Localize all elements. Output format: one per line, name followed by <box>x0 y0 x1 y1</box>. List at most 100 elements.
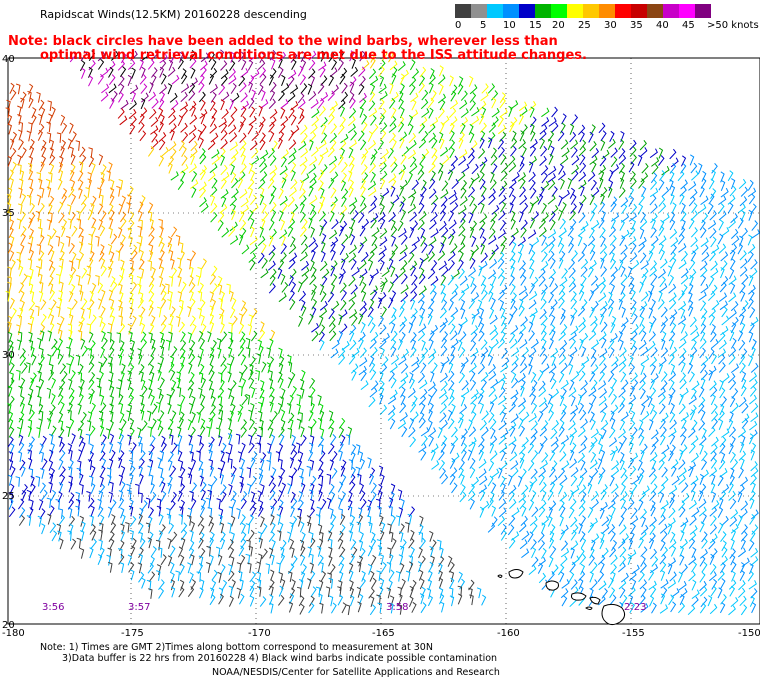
wind-barb <box>580 185 585 197</box>
wind-barb <box>67 409 72 421</box>
wind-barb <box>491 468 500 479</box>
wind-barb <box>718 418 724 430</box>
wind-barb <box>688 195 696 207</box>
wind-barb <box>140 97 146 110</box>
wind-barb <box>481 500 490 511</box>
wind-barb <box>389 132 396 144</box>
wind-barb <box>310 75 316 87</box>
wind-barb <box>427 409 433 421</box>
wind-barb <box>288 475 294 487</box>
wind-barb <box>309 172 317 184</box>
wind-barb <box>407 513 412 525</box>
wind-barb <box>27 258 33 270</box>
wind-barb <box>557 170 566 181</box>
wind-barb <box>370 538 377 550</box>
wind-barb <box>9 372 14 383</box>
wind-barb <box>349 203 357 215</box>
wind-barb <box>128 505 134 517</box>
wind-barb <box>46 219 52 230</box>
wind-barb <box>491 107 500 118</box>
wind-barb <box>480 185 487 197</box>
wind-barb <box>259 226 264 238</box>
wind-barb <box>441 473 449 485</box>
wind-barb <box>8 339 14 351</box>
wind-barb <box>640 346 649 357</box>
wind-barb <box>541 251 548 263</box>
wind-barb <box>238 51 245 63</box>
wind-barb <box>498 186 506 197</box>
wind-barb <box>189 315 196 327</box>
wind-barb <box>311 116 320 127</box>
wind-barb <box>619 219 625 231</box>
wind-barb <box>700 227 707 239</box>
wind-barb <box>601 149 610 160</box>
wind-barb <box>390 339 397 350</box>
wind-barb <box>108 203 114 215</box>
wind-barb <box>668 497 675 509</box>
wind-barb <box>311 249 316 261</box>
wind-barb <box>188 353 196 365</box>
wind-barb <box>457 412 465 424</box>
wind-barb <box>227 346 233 358</box>
wind-barb <box>337 124 345 135</box>
wind-barb <box>139 473 144 485</box>
wind-barb <box>578 212 586 224</box>
wind-barb <box>589 571 594 583</box>
wind-barb <box>328 322 336 334</box>
wind-barb <box>217 571 222 583</box>
wind-barb <box>508 275 516 286</box>
wind-barb <box>500 450 506 462</box>
wind-barb <box>56 322 62 334</box>
wind-barb <box>118 315 123 327</box>
wind-barb <box>56 523 62 535</box>
wind-barb <box>351 210 359 221</box>
wind-barb <box>278 188 284 200</box>
wind-barb <box>611 377 618 389</box>
wind-barb <box>639 315 645 327</box>
wind-barb <box>359 577 366 589</box>
wind-barb <box>468 186 476 198</box>
wind-barb <box>136 276 142 287</box>
wind-barb <box>630 306 637 318</box>
wind-barb <box>260 321 265 333</box>
wind-barb <box>579 154 586 166</box>
wind-barb <box>31 354 37 366</box>
wind-barb <box>275 451 281 462</box>
wind-barb <box>478 171 485 183</box>
wind-barb <box>310 586 317 598</box>
wind-barb <box>90 465 96 477</box>
lat-tick: 25 <box>2 491 15 502</box>
wind-barb <box>37 370 42 382</box>
wind-barb <box>650 347 658 358</box>
wind-barb <box>730 523 739 534</box>
wind-barb <box>497 124 507 135</box>
wind-barb <box>470 283 477 295</box>
wind-barb <box>200 52 209 63</box>
wind-barb <box>548 242 555 253</box>
wind-barb <box>669 419 677 430</box>
wind-barb <box>358 84 365 95</box>
wind-barb <box>317 98 325 109</box>
legend-label: 0 <box>455 20 462 31</box>
wind-barb <box>698 386 705 398</box>
wind-barb <box>428 107 434 119</box>
wind-barb <box>631 345 638 357</box>
wind-barb <box>319 105 326 117</box>
wind-barb <box>180 83 190 93</box>
wind-barb <box>499 460 508 471</box>
wind-barb <box>156 498 162 509</box>
wind-barb <box>331 339 340 350</box>
wind-barb <box>710 260 718 271</box>
wind-barb <box>431 290 437 302</box>
wind-barb <box>718 354 726 365</box>
wind-barb <box>36 172 42 183</box>
wind-barb <box>720 260 728 271</box>
wind-barb <box>87 348 93 359</box>
wind-barb <box>558 500 565 511</box>
wind-barb <box>259 162 268 173</box>
wind-barb <box>448 561 455 573</box>
wind-barb <box>211 283 218 294</box>
wind-barb <box>730 436 736 448</box>
wind-barb <box>620 274 628 285</box>
wind-barb <box>20 91 27 103</box>
